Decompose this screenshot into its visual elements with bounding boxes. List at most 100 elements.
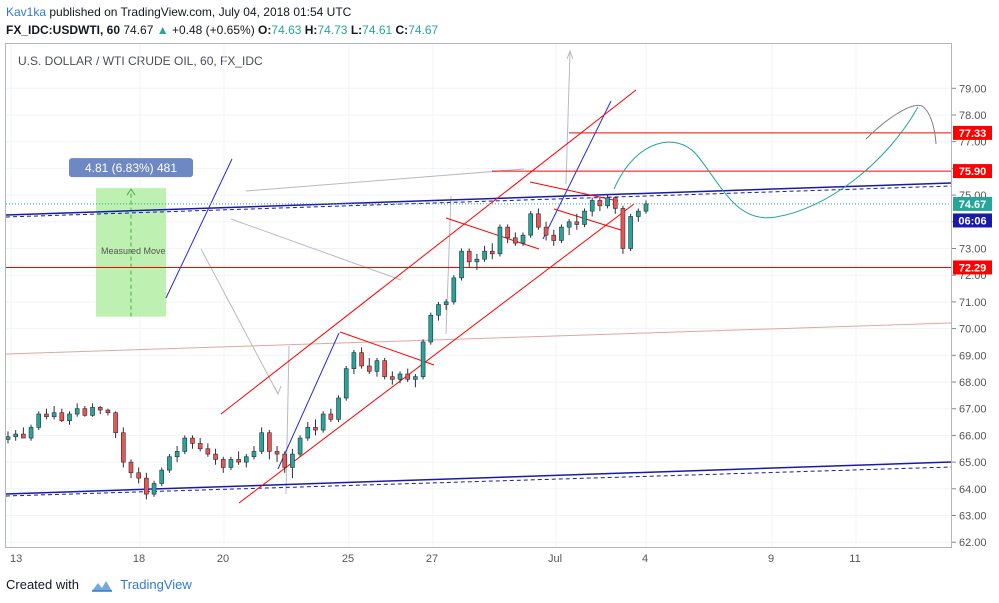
price-tag-label: 06:06 xyxy=(958,215,986,227)
candle-body xyxy=(36,413,42,428)
candle-body xyxy=(405,373,411,380)
measure-arrow-head xyxy=(126,188,136,196)
candle-body xyxy=(420,341,426,377)
channel-line xyxy=(529,181,619,202)
candle-body xyxy=(82,408,88,416)
candle-body xyxy=(428,314,434,343)
x-tick-label: 4 xyxy=(642,553,648,565)
close-label: C: xyxy=(395,23,409,37)
candle-body xyxy=(59,412,65,422)
low-value: 74.61 xyxy=(362,23,393,37)
candle-body xyxy=(5,436,11,440)
trend-line xyxy=(5,466,952,497)
candle-body xyxy=(589,200,595,212)
leg-line xyxy=(165,158,233,299)
annotation-line xyxy=(565,51,571,185)
candle-body xyxy=(643,203,649,212)
y-tick-label: 71.00 xyxy=(959,297,987,309)
chart-pane[interactable]: U.S. DOLLAR / WTI CRUDE OIL, 60, FX_IDC … xyxy=(5,43,952,548)
price-tag xyxy=(953,260,992,275)
candle-body xyxy=(67,413,72,422)
trend-line xyxy=(5,182,952,216)
channel-line xyxy=(238,203,635,504)
projection-curve xyxy=(613,106,919,219)
price-axis[interactable]: 62.00 63.00 64.00 65.00 66.00 67.00 68.00 69.00… xyxy=(952,43,998,548)
x-tick-label: 20 xyxy=(217,553,229,565)
candle-body xyxy=(543,226,549,236)
tradingview-brand[interactable]: TradingView xyxy=(120,577,192,592)
high-label: H: xyxy=(304,23,318,37)
y-tick-label: 70.00 xyxy=(959,324,987,336)
candle-body xyxy=(13,433,18,438)
trend-line xyxy=(5,185,952,218)
candle-body xyxy=(213,453,218,460)
channel-line xyxy=(220,89,637,415)
candle-body xyxy=(390,376,395,380)
y-tick-label: 65.00 xyxy=(959,457,987,469)
projection-curve xyxy=(865,104,937,145)
candle-body xyxy=(121,432,126,463)
candle-body xyxy=(182,437,188,452)
candle-body xyxy=(51,412,57,418)
candle-body xyxy=(220,459,226,468)
candle-body xyxy=(451,277,457,303)
published-text: published on TradingView.com, July 04, 2… xyxy=(49,5,352,19)
candle-body xyxy=(397,373,403,380)
candle-body xyxy=(513,237,518,244)
annotation-line xyxy=(200,248,279,395)
close-value: 74.67 xyxy=(408,23,439,37)
candle-body xyxy=(366,365,372,372)
candle-body xyxy=(574,221,580,225)
candle-body xyxy=(612,197,618,209)
candle-body xyxy=(413,376,418,380)
y-tick-label: 64.00 xyxy=(959,484,987,496)
candle-body xyxy=(128,461,134,474)
chart-plot[interactable]: U.S. DOLLAR / WTI CRUDE OIL, 60, FX_IDC … xyxy=(5,44,952,547)
leg-line xyxy=(277,332,340,470)
y-tick-label: 63.00 xyxy=(959,511,987,523)
open-value: 74.63 xyxy=(271,23,302,37)
x-tick-label: 13 xyxy=(10,553,22,565)
candle-body xyxy=(520,234,526,244)
publish-info: Kav1ka published on TradingView.com, Jul… xyxy=(6,4,351,20)
candle-body xyxy=(474,258,480,263)
y-tick-label: 68.00 xyxy=(959,377,987,389)
measure-label-box xyxy=(69,158,193,178)
symbol-legend: FX_IDC:USDWTI, 60 74.67 ▲ +0.48 (+0.65%)… xyxy=(6,22,438,38)
measure-label: 4.81 (6.83%) 481 xyxy=(85,161,177,175)
candle-body xyxy=(259,432,264,452)
candle-body xyxy=(136,472,141,479)
annotation-arrow-head xyxy=(566,49,574,60)
candle-body xyxy=(328,413,334,420)
candle-body xyxy=(459,250,464,279)
y-tick-label: 66.00 xyxy=(959,430,987,442)
channel-line xyxy=(339,331,435,366)
candle-body xyxy=(482,250,487,260)
candle-body xyxy=(197,443,203,450)
time-axis[interactable]: 13 18 20 25 27 Jul 4 9 11 xyxy=(5,548,952,568)
last-price: 74.67 xyxy=(123,23,154,37)
y-tick-label: 67.00 xyxy=(959,404,987,416)
trend-line xyxy=(5,461,952,495)
annotation-line xyxy=(230,218,402,281)
up-arrow-icon: ▲ xyxy=(156,23,169,37)
chart-title: U.S. DOLLAR / WTI CRUDE OIL, 60, FX_IDC xyxy=(18,54,263,68)
leg-line xyxy=(542,100,612,240)
measure-caption: Measured Move xyxy=(101,246,166,256)
channel-line xyxy=(553,208,625,232)
candle-body xyxy=(282,453,288,468)
candle-body xyxy=(113,412,118,434)
candle-body xyxy=(605,197,610,207)
author-link[interactable]: Kav1ka xyxy=(6,5,47,19)
candle-body xyxy=(636,210,641,217)
candle-body xyxy=(374,360,380,372)
candle-body xyxy=(251,451,257,458)
footer: Created with TradingView xyxy=(6,576,192,594)
candle-body xyxy=(336,397,341,420)
candle-body xyxy=(267,432,272,452)
candle-body xyxy=(505,226,510,239)
candle-body xyxy=(44,413,49,418)
candle-body xyxy=(28,427,34,439)
candle-body xyxy=(190,437,195,444)
x-tick-label: 18 xyxy=(133,553,145,565)
